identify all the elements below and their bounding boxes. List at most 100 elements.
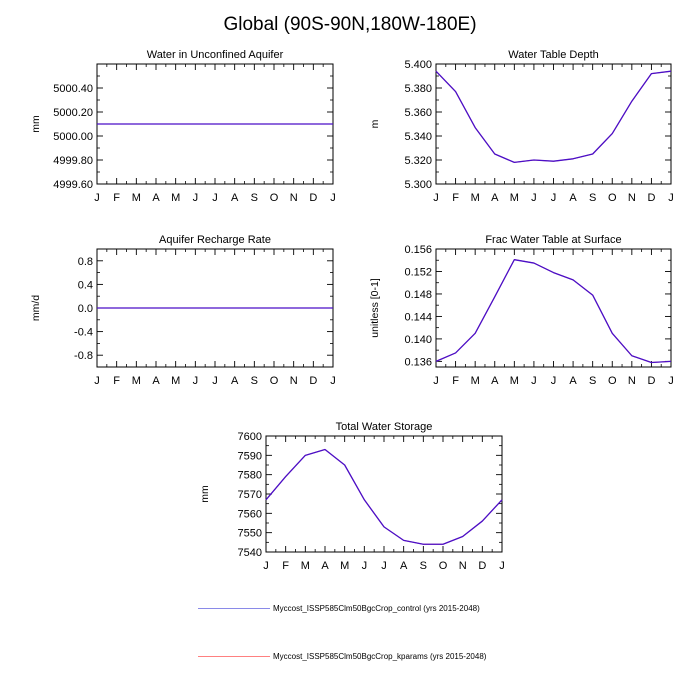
y-axis-label: mm/d (30, 295, 42, 321)
series-line-kparams (435, 70, 672, 163)
chart-title: Aquifer Recharge Rate (159, 234, 271, 246)
x-tick-label: D (309, 192, 317, 204)
chart-title: Water Table Depth (508, 49, 599, 61)
y-tick-label: 4999.80 (53, 155, 93, 167)
y-tick-label: 4999.60 (53, 179, 93, 191)
legend-entry-kparams: Myccost_ISSP585Clm50BgcCrop_kparams (yrs… (198, 649, 486, 663)
x-tick-label: M (301, 560, 310, 572)
x-tick-label: S (589, 192, 596, 204)
y-tick-label: 7570 (238, 489, 262, 501)
legend-label-control: Myccost_ISSP585Clm50BgcCrop_control (yrs… (273, 603, 480, 613)
y-axis-label: mm (199, 485, 211, 503)
y-tick-label: 0.4 (78, 279, 93, 291)
x-tick-label: A (231, 375, 239, 387)
x-tick-label: O (270, 375, 279, 387)
x-tick-label: F (113, 375, 120, 387)
x-tick-label: J (551, 192, 557, 204)
x-tick-label: M (510, 375, 519, 387)
x-tick-label: J (193, 192, 199, 204)
x-tick-label: O (608, 192, 617, 204)
x-tick-label: J (433, 192, 439, 204)
x-tick-label: J (668, 192, 674, 204)
x-tick-label: J (94, 192, 100, 204)
y-tick-label: 5.340 (404, 131, 432, 143)
y-tick-label: 0.0 (78, 303, 93, 315)
y-tick-label: -0.4 (74, 327, 93, 339)
y-tick-label: 0.144 (404, 311, 432, 323)
y-tick-label: 5000.00 (53, 131, 93, 143)
y-tick-label: 0.156 (404, 244, 432, 256)
y-tick-label: 0.136 (404, 356, 432, 368)
x-tick-label: J (531, 375, 537, 387)
x-tick-label: J (499, 560, 505, 572)
series-line-control (435, 259, 672, 364)
y-tick-label: 7590 (238, 450, 262, 462)
x-tick-label: S (251, 375, 258, 387)
x-tick-label: M (340, 560, 349, 572)
x-tick-label: O (439, 560, 448, 572)
y-tick-label: 0.152 (404, 266, 432, 278)
y-tick-label: -0.8 (74, 350, 93, 362)
x-tick-label: M (132, 192, 141, 204)
y-tick-label: 0.140 (404, 334, 432, 346)
x-tick-label: F (452, 375, 459, 387)
x-tick-label: A (569, 192, 577, 204)
x-tick-label: J (362, 560, 368, 572)
plot-frame (435, 63, 672, 185)
plot-frame (265, 435, 503, 553)
x-tick-label: A (231, 192, 239, 204)
y-tick-label: 7600 (238, 431, 262, 443)
x-tick-label: J (263, 560, 269, 572)
y-axis-label: unitless [0-1] (369, 278, 381, 338)
chart-title: Frac Water Table at Surface (485, 234, 621, 246)
x-tick-label: M (132, 375, 141, 387)
x-tick-label: M (510, 192, 519, 204)
y-tick-label: 7540 (238, 547, 262, 559)
y-tick-label: 0.148 (404, 289, 432, 301)
y-axis-label: mm (30, 115, 42, 133)
chart-title: Total Water Storage (336, 421, 433, 433)
y-tick-label: 5.320 (404, 155, 432, 167)
y-axis-label: m (369, 119, 381, 128)
y-tick-label: 5000.40 (53, 83, 93, 95)
y-tick-label: 7580 (238, 470, 262, 482)
x-tick-label: J (212, 192, 218, 204)
x-tick-label: J (668, 375, 674, 387)
x-tick-label: N (628, 375, 636, 387)
x-tick-label: J (433, 375, 439, 387)
x-tick-label: J (551, 375, 557, 387)
x-tick-label: A (569, 375, 577, 387)
x-tick-label: M (171, 375, 180, 387)
legend-swatch-control (198, 607, 270, 609)
y-tick-label: 7550 (238, 528, 262, 540)
series-line-kparams (265, 449, 503, 545)
legend-entry-control: Myccost_ISSP585Clm50BgcCrop_control (yrs… (198, 601, 480, 615)
x-tick-label: F (282, 560, 289, 572)
x-tick-label: D (647, 192, 655, 204)
x-tick-label: M (471, 192, 480, 204)
chart-panel-4: Frac Water Table at Surface unitless [0-1… (369, 234, 674, 387)
y-tick-label: 5.300 (404, 179, 432, 191)
y-tick-label: 5000.20 (53, 107, 93, 119)
page-title: Global (90S-90N,180W-180E) (223, 14, 477, 35)
y-tick-label: 5.360 (404, 107, 432, 119)
x-tick-label: N (628, 192, 636, 204)
x-tick-label: A (400, 560, 408, 572)
x-tick-label: J (531, 192, 537, 204)
x-tick-label: J (330, 375, 336, 387)
y-tick-label: 7560 (238, 508, 262, 520)
x-tick-label: N (290, 192, 298, 204)
x-tick-label: J (381, 560, 387, 572)
x-tick-label: N (459, 560, 467, 572)
x-tick-label: A (152, 192, 160, 204)
x-tick-label: J (212, 375, 218, 387)
x-tick-label: F (452, 192, 459, 204)
x-tick-label: A (491, 192, 499, 204)
x-tick-label: N (290, 375, 298, 387)
